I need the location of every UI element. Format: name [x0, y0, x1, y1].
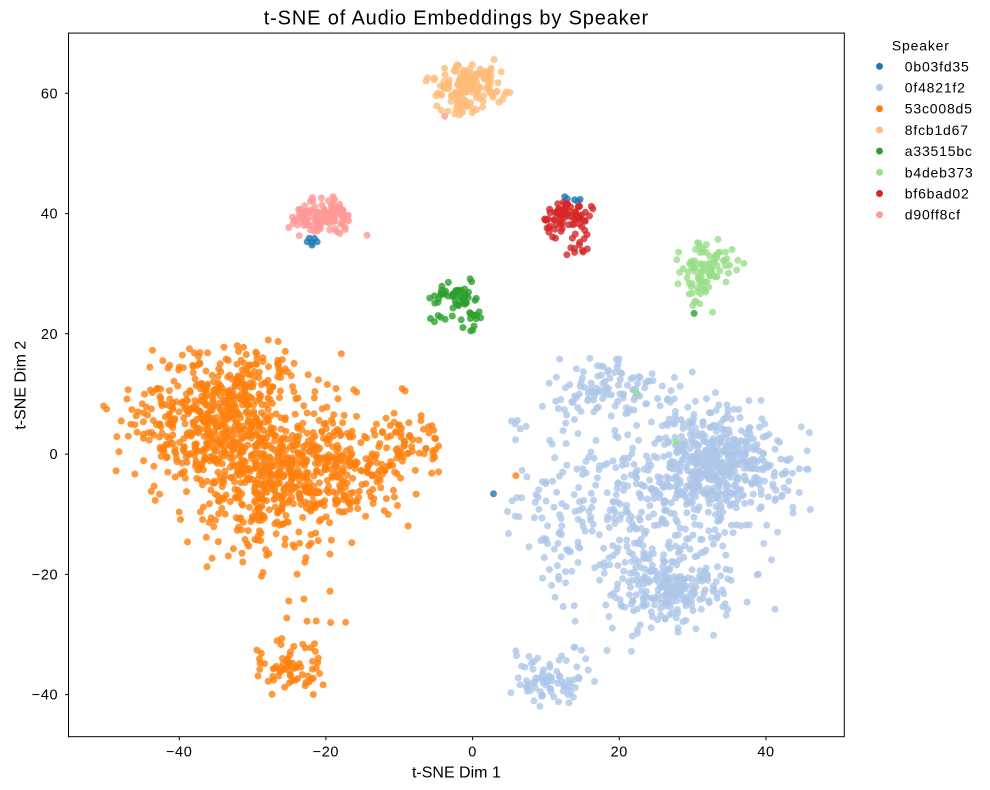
svg-text:0f4821f2: 0f4821f2	[905, 80, 966, 96]
svg-text:t-SNE Dim 1: t-SNE Dim 1	[412, 765, 501, 782]
svg-text:t-SNE Dim 2: t-SNE Dim 2	[13, 341, 30, 430]
svg-text:0: 0	[50, 447, 59, 463]
svg-text:20: 20	[611, 745, 628, 761]
svg-text:40: 40	[41, 207, 58, 223]
svg-text:Speaker: Speaker	[892, 37, 950, 53]
svg-text:0b03fd35: 0b03fd35	[905, 58, 970, 74]
svg-text:−20: −20	[32, 567, 58, 583]
svg-text:60: 60	[41, 86, 58, 102]
svg-text:0: 0	[468, 745, 477, 761]
svg-text:−40: −40	[32, 688, 58, 704]
svg-text:−20: −20	[313, 745, 339, 761]
svg-text:20: 20	[41, 327, 58, 343]
svg-text:bf6bad02: bf6bad02	[905, 186, 970, 202]
svg-text:a33515bc: a33515bc	[905, 143, 973, 159]
svg-text:t-SNE of Audio Embeddings by S: t-SNE of Audio Embeddings by Speaker	[264, 8, 649, 30]
svg-text:53c008d5: 53c008d5	[905, 101, 973, 117]
svg-text:d90ff8cf: d90ff8cf	[905, 207, 961, 223]
svg-text:−40: −40	[166, 745, 192, 761]
svg-text:b4deb373: b4deb373	[905, 164, 974, 180]
svg-text:8fcb1d67: 8fcb1d67	[905, 122, 969, 138]
svg-text:40: 40	[757, 745, 774, 761]
